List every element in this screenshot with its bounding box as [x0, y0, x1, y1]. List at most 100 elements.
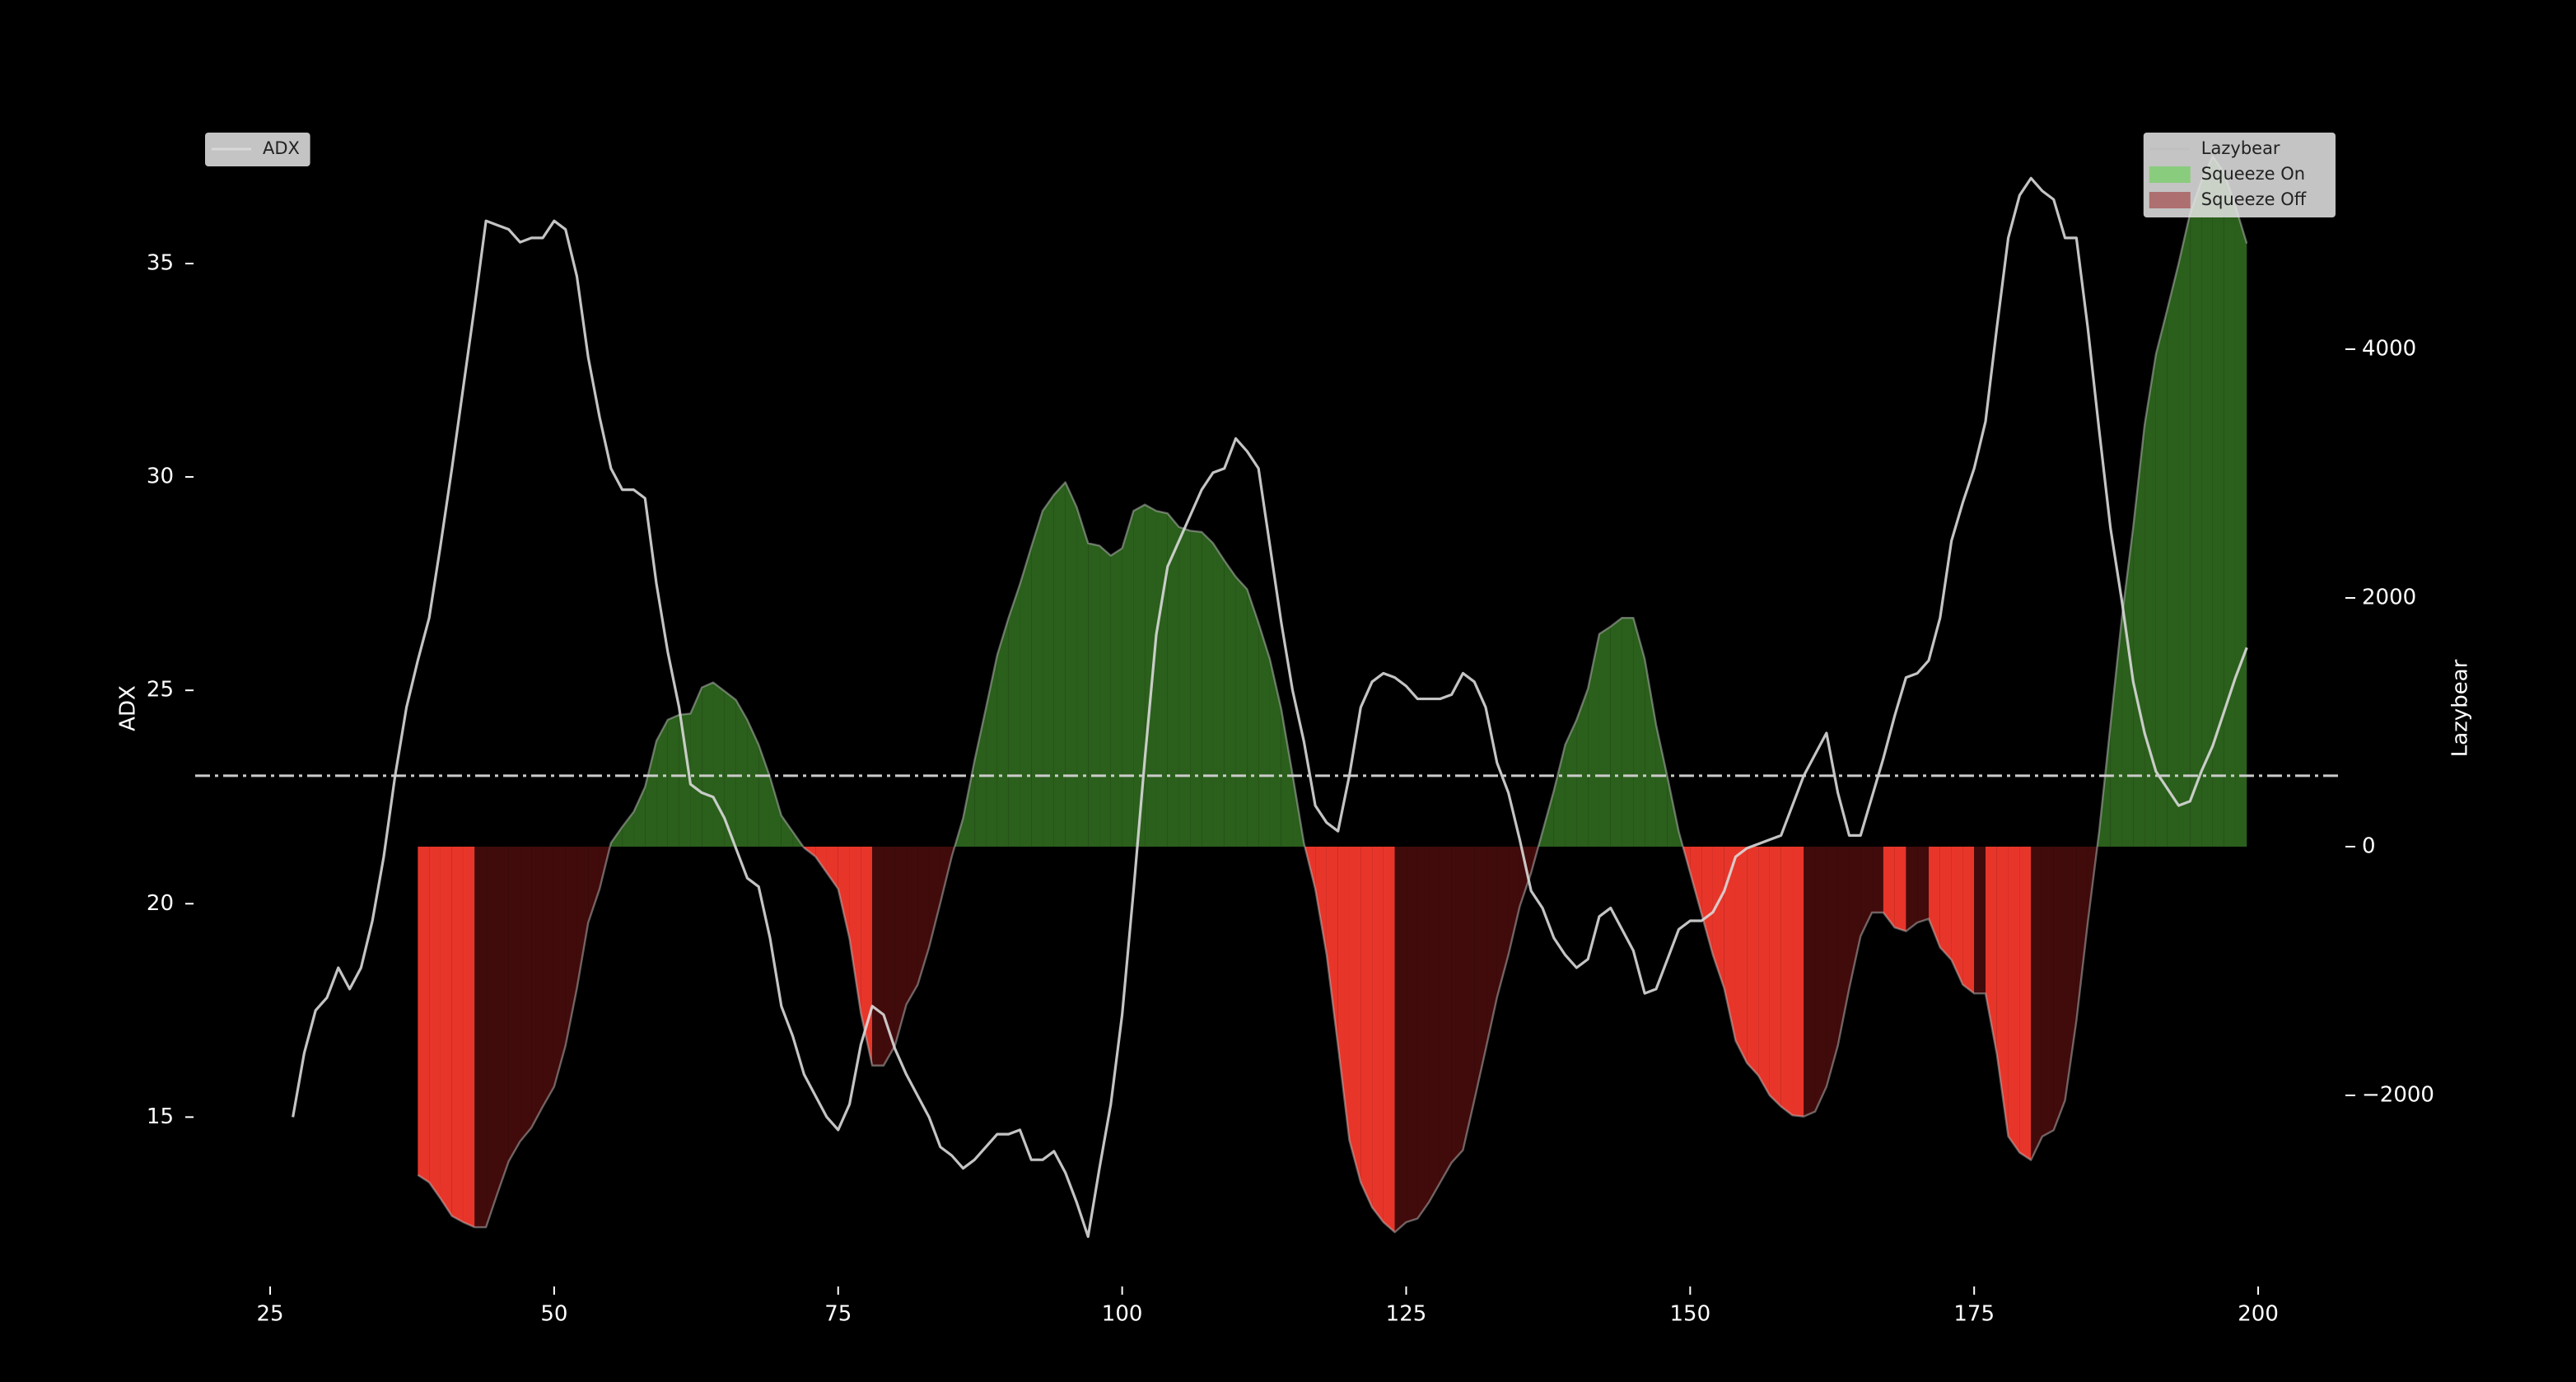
squeeze-fill — [1269, 658, 1281, 847]
squeeze-fill — [1906, 846, 1918, 931]
squeeze-fill — [1440, 846, 1452, 1183]
squeeze-fill — [894, 846, 907, 1046]
squeeze-fill — [781, 815, 793, 847]
x-tick-label: 125 — [1386, 1302, 1427, 1327]
squeeze-fill — [1769, 846, 1781, 1107]
legend-box — [2143, 133, 2336, 217]
squeeze-fill — [838, 846, 850, 939]
squeeze-fill — [1780, 846, 1793, 1116]
squeeze-fill — [543, 846, 554, 1107]
squeeze-fill — [531, 846, 544, 1128]
squeeze-fill — [713, 682, 725, 847]
squeeze-fill — [1519, 846, 1532, 907]
x-tick-label: 200 — [2238, 1302, 2279, 1327]
squeeze-fill — [1496, 846, 1509, 997]
squeeze-fill — [1974, 846, 1986, 994]
squeeze-fill — [486, 846, 497, 1228]
x-tick-label: 100 — [1102, 1302, 1143, 1327]
squeeze-fill — [1099, 545, 1111, 847]
squeeze-fill — [1133, 504, 1146, 847]
squeeze-fill — [1645, 658, 1656, 847]
squeeze-fill — [1224, 560, 1236, 847]
squeeze-fill — [1883, 846, 1895, 928]
squeeze-fill — [1610, 618, 1622, 847]
y2-tick-label: −2000 — [2362, 1082, 2434, 1107]
x-tick-label: 50 — [540, 1302, 567, 1327]
squeeze-fill — [2201, 156, 2213, 847]
squeeze-fill — [724, 691, 736, 847]
squeeze-fill — [2076, 846, 2088, 1021]
squeeze-fill — [1088, 543, 1100, 847]
squeeze-fill — [1383, 846, 1395, 1233]
squeeze-fill — [1281, 708, 1293, 847]
x-tick-label: 150 — [1670, 1302, 1711, 1327]
squeeze-fill — [906, 846, 918, 1005]
squeeze-fill — [929, 846, 940, 948]
squeeze-fill — [633, 787, 646, 847]
squeeze-fill — [1553, 745, 1566, 847]
squeeze-fill — [1258, 623, 1270, 847]
y-axis-label: ADX — [116, 685, 141, 731]
squeeze-fill — [1167, 513, 1179, 847]
squeeze-fill — [1894, 846, 1906, 931]
squeeze-fill — [1792, 846, 1804, 1117]
squeeze-fill — [1043, 494, 1054, 847]
squeeze-fill — [1463, 846, 1475, 1151]
adx-line — [292, 176, 2248, 1239]
squeeze-fill — [1145, 504, 1157, 847]
squeeze-fill — [2121, 526, 2134, 847]
squeeze-fill — [474, 846, 487, 1228]
squeeze-fill — [1588, 633, 1599, 847]
squeeze-fill — [1372, 846, 1384, 1223]
squeeze-fill — [2235, 206, 2247, 847]
squeeze-fill — [1962, 846, 1975, 994]
squeeze-fill — [1212, 543, 1225, 847]
squeeze-fill — [667, 714, 679, 847]
lazybear-line — [417, 155, 2248, 1234]
squeeze-fill — [1486, 846, 1497, 1050]
squeeze-fill — [1815, 846, 1827, 1112]
squeeze-fill — [1985, 846, 1997, 1055]
legend-label: Lazybear — [2201, 138, 2280, 158]
squeeze-fill — [1008, 584, 1020, 847]
squeeze-fill — [849, 846, 861, 1014]
squeeze-fill — [463, 846, 475, 1228]
squeeze-fill — [769, 777, 782, 847]
squeeze-fill — [1474, 846, 1486, 1101]
squeeze-fill — [2031, 846, 2042, 1160]
squeeze-fill — [1156, 511, 1168, 847]
squeeze-fill — [815, 846, 827, 873]
squeeze-fill — [2144, 354, 2156, 847]
squeeze-fill — [861, 846, 873, 1066]
legend-box — [205, 133, 310, 166]
squeeze-fill — [1190, 530, 1202, 847]
squeeze-fill — [1235, 577, 1248, 847]
squeeze-fill — [1065, 482, 1077, 847]
squeeze-fill — [1451, 846, 1463, 1163]
squeeze-fill — [656, 719, 668, 847]
squeeze-fill — [996, 618, 1009, 847]
squeeze-fill — [2133, 425, 2145, 847]
squeeze-fill — [2190, 181, 2202, 847]
squeeze-fill — [883, 846, 895, 1066]
squeeze-fill — [1837, 846, 1850, 1046]
squeeze-fill — [2178, 213, 2191, 847]
squeeze-fill — [1690, 846, 1702, 914]
squeeze-fill — [1360, 846, 1373, 1207]
squeeze-fill — [1633, 618, 1645, 847]
squeeze-fill — [2212, 156, 2224, 847]
squeeze-fill — [1939, 846, 1952, 960]
x-tick-label: 175 — [1953, 1302, 1995, 1327]
squeeze-fill — [1747, 846, 1759, 1076]
squeeze-fill — [1712, 846, 1724, 989]
squeeze-fill — [520, 846, 532, 1142]
squeeze-fill — [1178, 526, 1191, 847]
legend-swatch — [2149, 192, 2191, 208]
squeeze-fill — [1110, 548, 1122, 847]
squeeze-fill — [747, 719, 759, 847]
squeeze-fill — [1565, 719, 1577, 847]
squeeze-fill — [2167, 263, 2179, 847]
squeeze-fill — [690, 687, 702, 847]
squeeze-fill — [2224, 172, 2236, 847]
